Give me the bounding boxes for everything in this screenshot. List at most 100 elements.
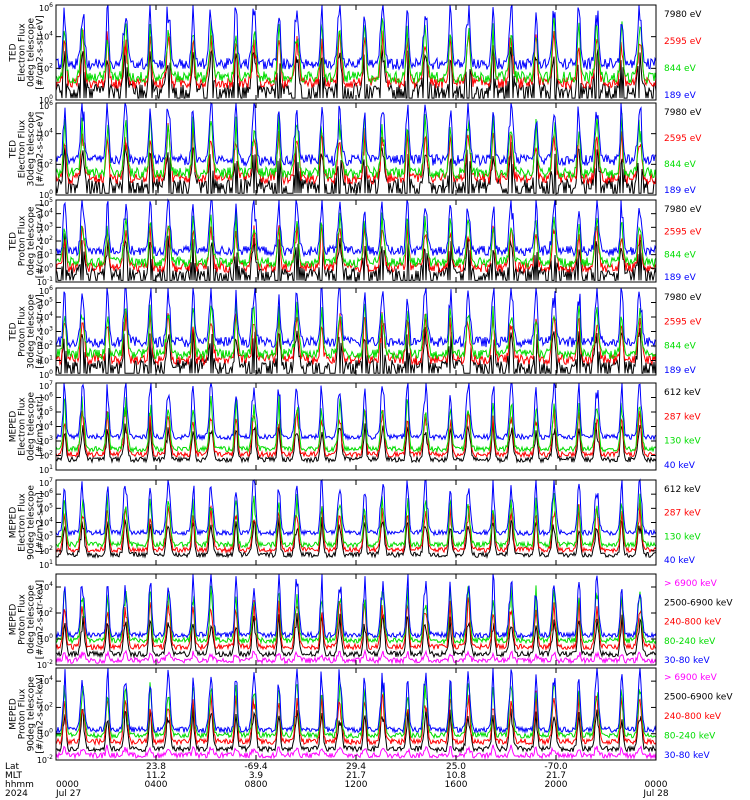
y-tick-label: 100 — [39, 189, 53, 200]
series-line-black — [55, 325, 657, 374]
y-tick-label: 106 — [39, 2, 53, 13]
legend-blue: 40 keV — [664, 461, 696, 471]
x-hhmm-label: 1600 — [445, 780, 468, 790]
panel-title-line: 30deg telescope — [27, 111, 37, 186]
panel-title-line: [#/cm2-s-str-eV] — [36, 294, 46, 369]
legend-black: 7980 eV — [664, 10, 702, 20]
y-tick-label: 102 — [39, 450, 53, 461]
series-line-black — [55, 707, 657, 754]
y-tick-label: 103 — [39, 531, 53, 542]
y-tick-label: 102 — [39, 701, 53, 712]
series-line-black — [55, 233, 657, 281]
series-line-red — [55, 29, 657, 90]
legend-black: 612 keV — [664, 485, 701, 495]
legend-black: 2500-6900 keV — [664, 598, 733, 608]
panel-title-line: [#/cm2-s-str-keV] — [36, 580, 46, 659]
y-tick-label: 103 — [39, 221, 53, 232]
series-line-black — [55, 517, 657, 559]
panel-title-line: Proton Flux — [18, 594, 28, 645]
series-line-blue — [55, 382, 657, 442]
legend-red: 287 keV — [664, 412, 701, 422]
legend-red: 240-800 keV — [664, 618, 722, 628]
y-tick-label: 10-2 — [37, 754, 53, 765]
y-tick-label: 100 — [39, 369, 53, 380]
y-tick-label: 105 — [39, 502, 53, 513]
panel-title-line: 0deg telescope — [27, 18, 37, 88]
series-line-green — [55, 212, 657, 269]
panel-title-line: [#/cm2-s-str] — [36, 492, 46, 552]
panel-title-line: 90deg telescope — [27, 485, 37, 560]
panel-title-line: TED — [9, 43, 19, 62]
series-line-blue — [55, 573, 657, 640]
panel-title-line: TED — [9, 140, 19, 159]
y-tick-label: 105 — [39, 297, 53, 308]
legend-blue: 189 eV — [664, 273, 697, 283]
series-line-blue — [55, 478, 657, 537]
panel-title-line: [#/cm2-s-str-eV] — [36, 112, 46, 187]
x-mlt-label: 11.2 — [146, 771, 166, 781]
panel-title: MEPED Proton Flux 90deg telescope [#/cm2-s-… — [9, 674, 46, 753]
panel-frame — [55, 479, 657, 566]
series-line-green — [55, 300, 657, 361]
series-line-green — [55, 394, 657, 454]
legend-magenta: > 6900 keV — [664, 579, 718, 589]
x-lat-label: 29.4 — [346, 762, 366, 772]
x-row-label: MLT — [5, 771, 23, 781]
y-tick-label: 10-2 — [37, 659, 53, 670]
legend-blue: 189 eV — [664, 366, 697, 376]
x-row-label: hhmm — [5, 780, 34, 790]
legend-black: 7980 eV — [664, 205, 702, 215]
series-line-red — [55, 222, 657, 275]
panel-1: 100 102 104 106 TED Electron Flux 0deg telesco… — [9, 2, 703, 105]
x-lat-label: -70.0 — [544, 762, 568, 772]
series-line-red — [55, 597, 657, 652]
legend-green: 80-240 keV — [664, 637, 716, 647]
y-tick-label: 106 — [39, 392, 53, 403]
y-tick-label: 104 — [39, 421, 53, 432]
panel-title-line: 0deg telescope — [27, 206, 37, 276]
panel-frame — [55, 667, 657, 761]
series-line-green — [55, 14, 657, 85]
panel-title-line: [#/cm2-s-str] — [36, 396, 46, 456]
series-line-green — [55, 113, 657, 180]
panel-title-line: Proton Flux — [18, 688, 28, 739]
y-tick-label: 100 — [39, 633, 53, 644]
panel-title: MEPED Electron Flux 90deg telescope [#/cm2-… — [9, 485, 46, 560]
legend-green: 844 eV — [664, 342, 697, 352]
series-line-red — [55, 123, 657, 186]
x-hhmm-label: 1200 — [345, 780, 368, 790]
legend-blue: 189 eV — [664, 186, 697, 196]
legend-green: 844 eV — [664, 64, 697, 74]
panel-title-line: TED — [9, 322, 19, 341]
legend-red: 287 keV — [664, 509, 701, 519]
series-line-blue — [55, 198, 657, 258]
legend-red: 240-800 keV — [664, 712, 722, 722]
y-tick-label: 106 — [39, 100, 53, 111]
series-line-green — [55, 492, 657, 550]
series-line-blue — [55, 101, 657, 168]
x-lat-label: 25.0 — [446, 762, 466, 772]
panel-title-line: Proton Flux — [18, 306, 28, 357]
series-line-black — [55, 613, 657, 659]
x-date-label: Jul 28 — [642, 789, 668, 799]
x-mlt-label: 21.7 — [346, 771, 366, 781]
legend-red: 2595 eV — [664, 317, 702, 327]
x-hhmm-label: 0000 — [56, 780, 79, 790]
legend-green: 130 keV — [664, 437, 701, 447]
y-tick-label: 104 — [39, 208, 53, 219]
legend-magenta: > 6900 keV — [664, 673, 718, 683]
y-tick-label: 106 — [39, 488, 53, 499]
panel-title-line: [#/cm2-s-str-keV] — [36, 674, 46, 753]
y-tick-label: 107 — [39, 477, 53, 488]
series-line-blue — [55, 287, 657, 349]
y-tick-label: 104 — [39, 675, 53, 686]
x-lat-label: 23.8 — [146, 762, 166, 772]
x-hhmm-label: 0400 — [145, 780, 168, 790]
y-tick-label: 102 — [39, 158, 53, 169]
series-line-black — [55, 45, 657, 99]
legend-red: 2595 eV — [664, 228, 702, 238]
y-tick-label: 102 — [39, 62, 53, 73]
